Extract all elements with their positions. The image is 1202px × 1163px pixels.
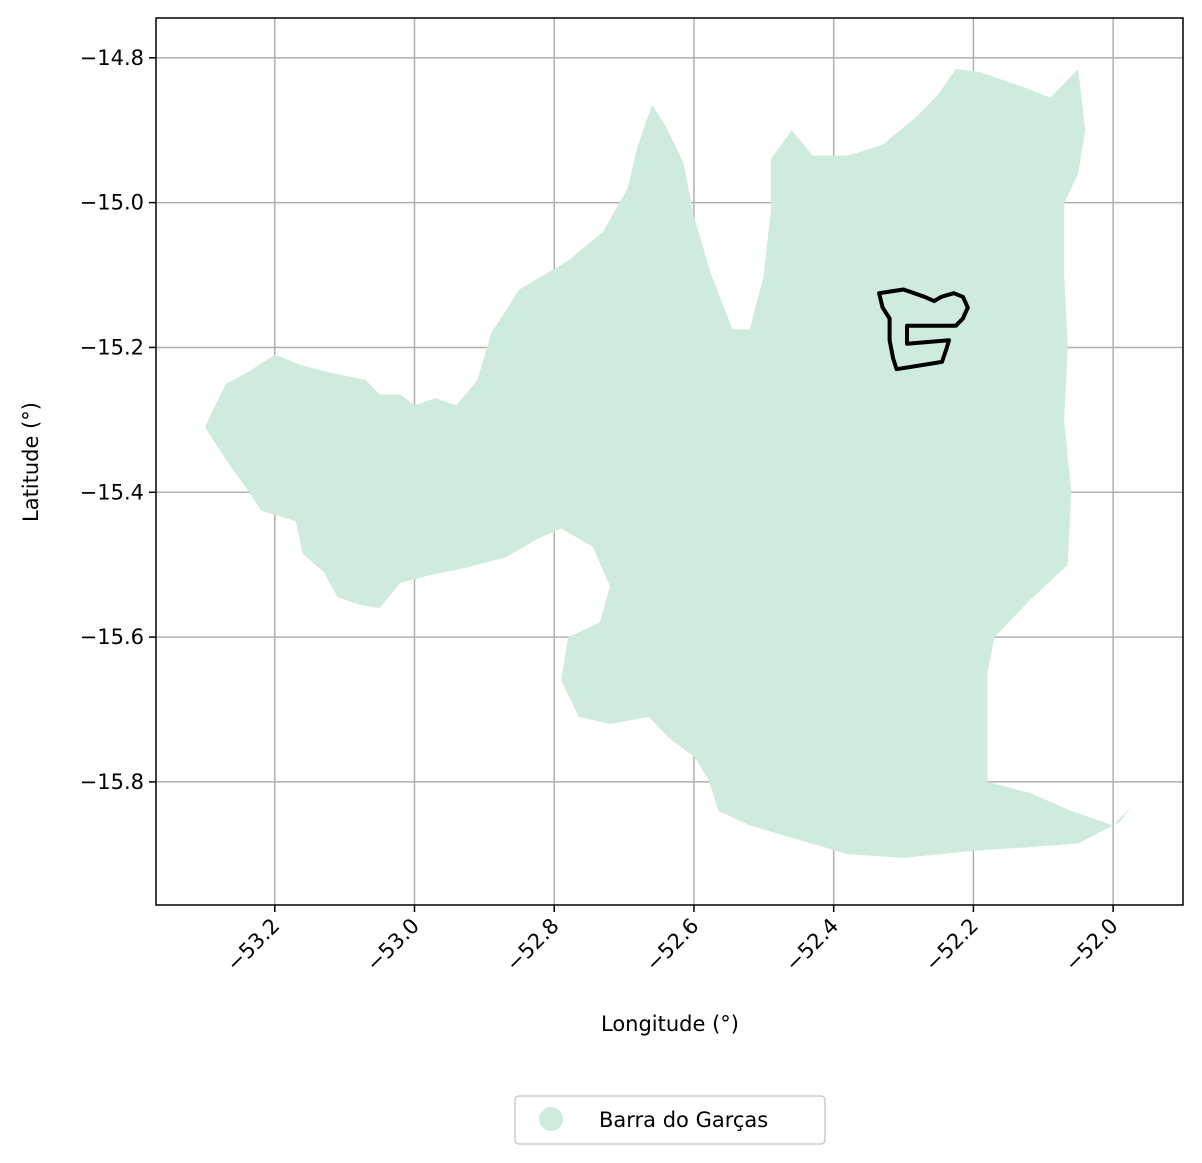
y-tick-label: −15.0 [80, 191, 144, 215]
y-axis-title: Latitude (°) [19, 402, 43, 522]
y-tick-label: −14.8 [80, 46, 144, 70]
y-tick-label: −15.2 [80, 335, 144, 359]
legend-label: Barra do Garças [599, 1108, 768, 1132]
y-tick-label: −15.4 [80, 480, 144, 504]
y-tick-label: −15.6 [80, 625, 144, 649]
y-axis-ticks: −14.8 −15.0 −15.2 −15.4 −15.6 −15.8 [80, 46, 156, 794]
focus-area-outline [877, 287, 970, 372]
y-tick-label: −15.8 [80, 770, 144, 794]
x-axis-ticks: −53.2 −53.0 −52.8 −52.6 −52.4 −52.2 −52.0 [222, 905, 1123, 976]
x-tick-label: −52.4 [781, 914, 843, 976]
legend: Barra do Garças [514, 1095, 826, 1145]
municipality-region-barra-do-garcas [204, 68, 1131, 858]
x-tick-label: −53.0 [362, 914, 424, 976]
legend-swatch [539, 1107, 563, 1131]
x-tick-label: −52.8 [501, 914, 563, 976]
x-axis-title: Longitude (°) [601, 1012, 739, 1036]
legend-box [514, 1095, 826, 1145]
x-tick-label: −53.2 [222, 914, 284, 976]
x-tick-label: −52.2 [920, 914, 982, 976]
x-tick-label: −52.0 [1060, 914, 1122, 976]
axes-frame [155, 17, 1184, 906]
x-tick-label: −52.6 [641, 914, 703, 976]
